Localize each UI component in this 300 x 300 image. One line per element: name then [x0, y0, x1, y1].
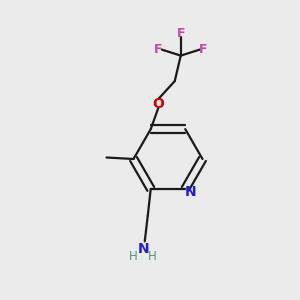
Text: H: H — [129, 250, 138, 263]
Text: F: F — [154, 43, 163, 56]
Text: F: F — [199, 43, 208, 56]
Text: H: H — [148, 250, 157, 263]
Text: O: O — [152, 97, 164, 111]
Text: N: N — [137, 242, 149, 256]
Text: N: N — [185, 185, 197, 200]
Text: F: F — [176, 27, 185, 40]
